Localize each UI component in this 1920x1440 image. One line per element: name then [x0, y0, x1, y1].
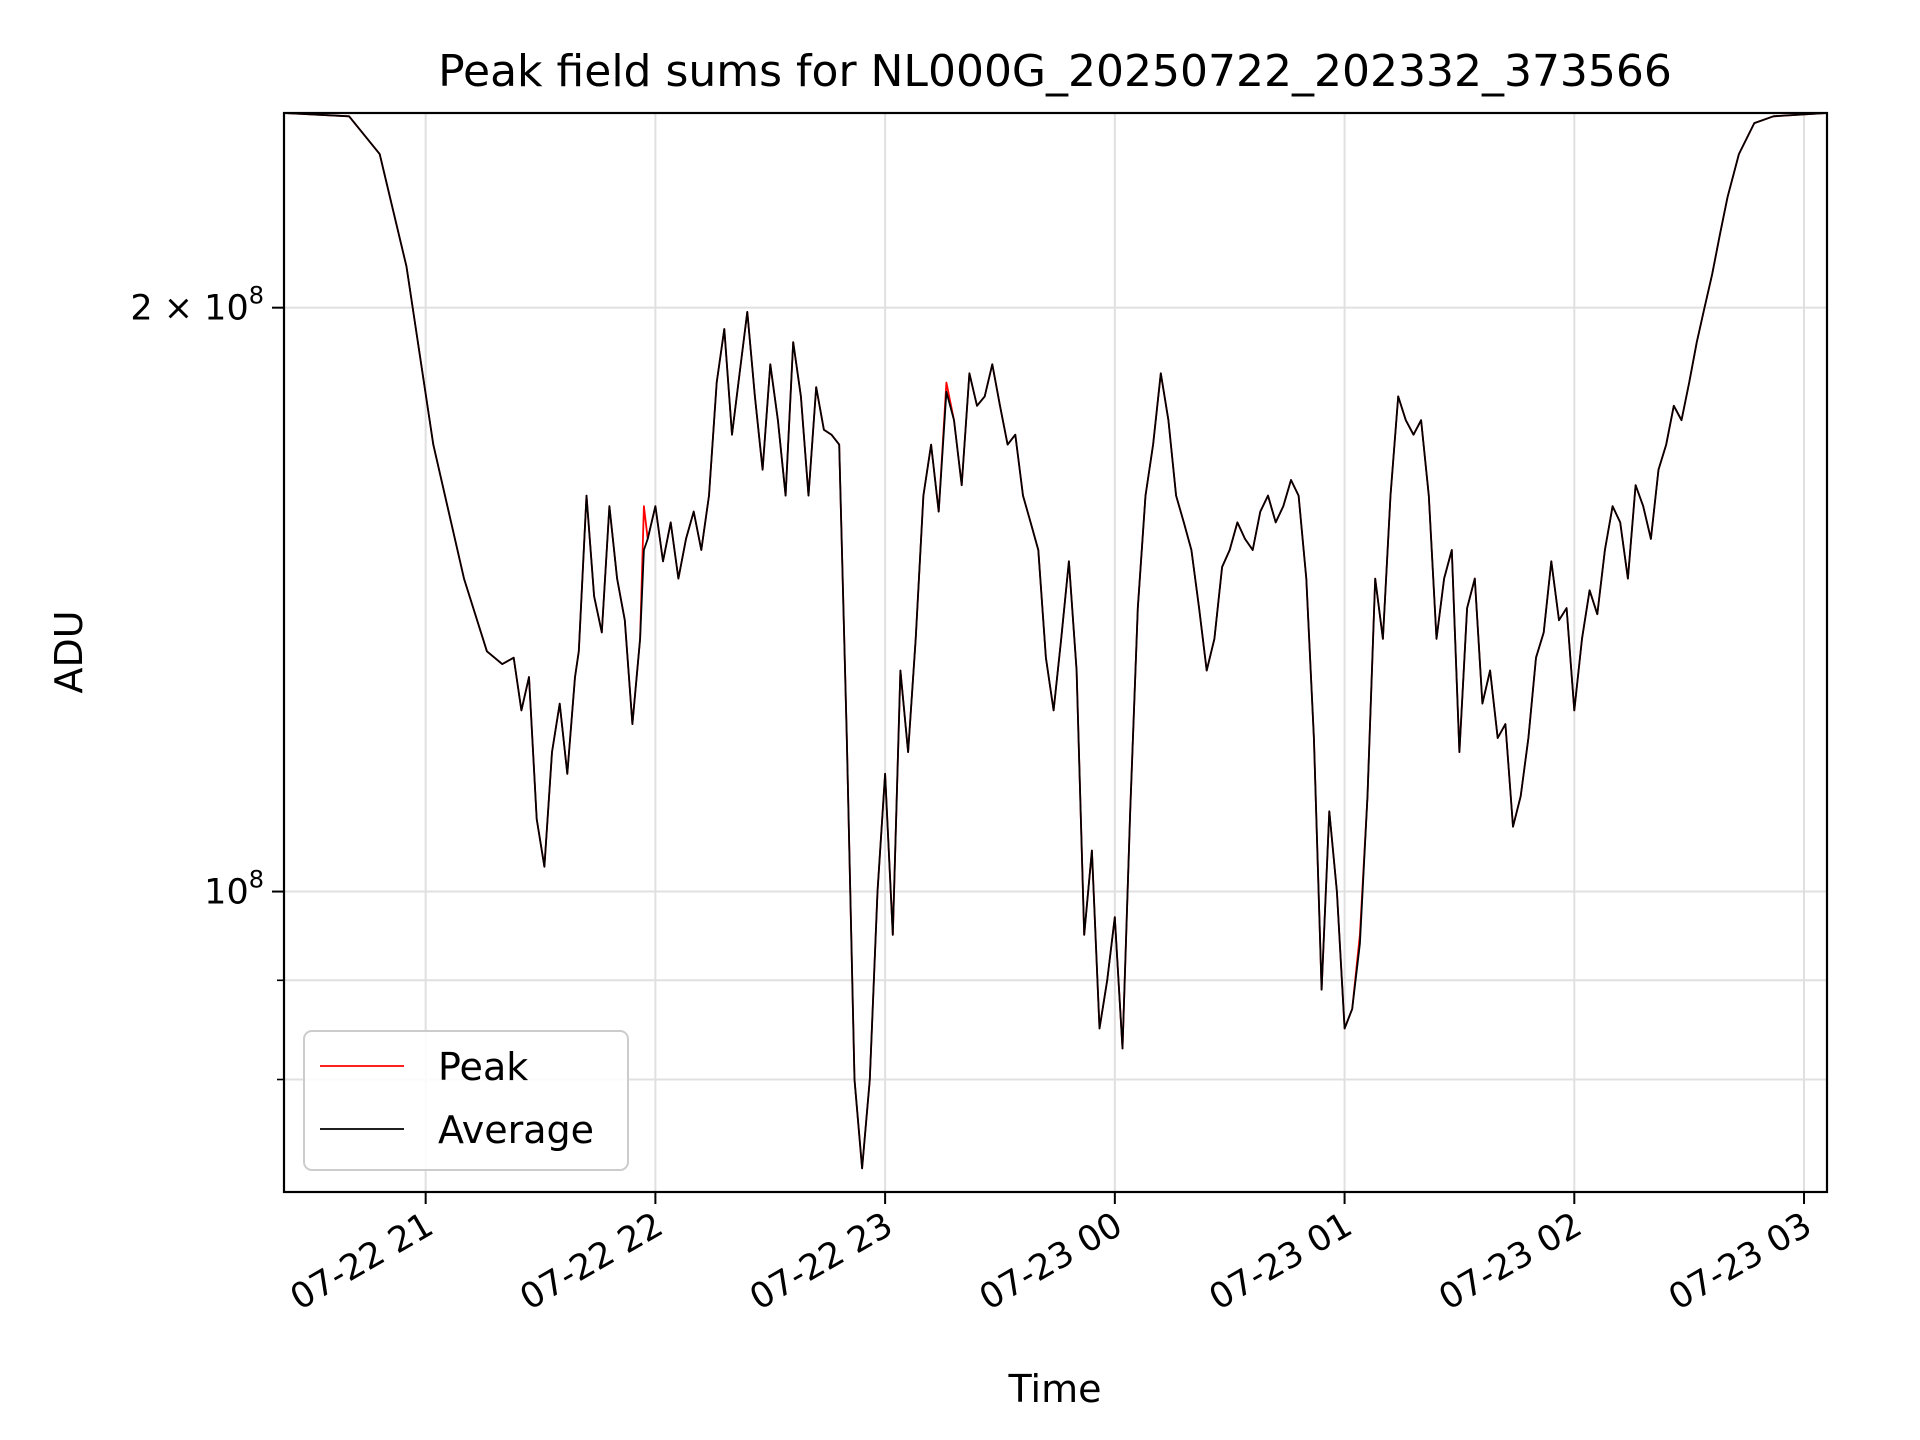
y-tick-label: 2 × 108 [130, 282, 264, 329]
series-line-average [283, 112, 1828, 1170]
series-layer [283, 112, 1828, 1170]
chart-title: Peak field sums for NL000G_20250722_2023… [438, 46, 1672, 97]
y-axis: 108 2 × 108 [130, 282, 284, 1081]
y-tick-label: 108 [204, 866, 264, 913]
legend-label-average: Average [438, 1108, 594, 1152]
legend-label-peak: Peak [438, 1045, 528, 1089]
grid [284, 113, 1827, 1192]
x-axis-label: Time [1008, 1367, 1102, 1411]
plot-frame [282, 111, 1829, 1194]
y-axis-label: ADU [47, 610, 91, 693]
legend: Peak Average [303, 1030, 629, 1171]
